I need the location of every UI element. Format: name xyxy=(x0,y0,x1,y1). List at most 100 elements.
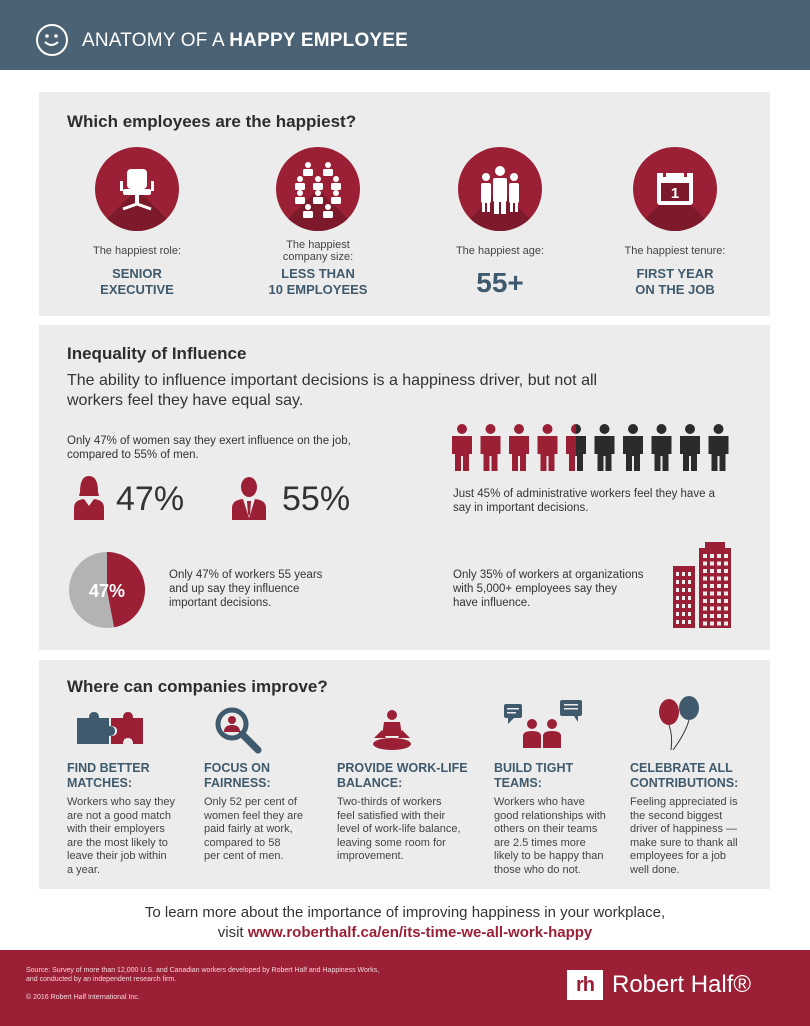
cta-line2: visit www.roberthalf.ca/en/its-time-we-a… xyxy=(0,924,810,941)
calendar-icon: 1 xyxy=(633,147,717,231)
calendar-day-number: 1 xyxy=(671,185,679,202)
admin-workers-chart xyxy=(452,424,729,471)
balloons-icon xyxy=(659,696,699,751)
improve-text-line: Feeling appreciated is xyxy=(630,796,738,808)
improve-title-line1: BUILD TIGHT xyxy=(494,761,574,775)
worker-figure xyxy=(452,424,472,471)
age-text-line2: and up say they influence xyxy=(169,583,300,595)
improve-text-line: a year. xyxy=(67,863,101,876)
improve-text-line: good relationships with xyxy=(494,809,606,822)
improve-text-line: employees for a job xyxy=(630,850,726,862)
admin-text-line2: say in important decisions. xyxy=(453,502,589,514)
org-text-line3: have influence. xyxy=(453,597,531,609)
role-caption: The happiest role: xyxy=(92,245,182,257)
office-chair-icon xyxy=(95,147,179,231)
improve-text-line: others on their teams xyxy=(494,823,598,835)
improve-text-line: the second biggest xyxy=(630,809,723,822)
role-value-line2: EXECUTIVE xyxy=(100,282,174,297)
gender-text-line2: compared to 55% of men. xyxy=(67,449,199,461)
header-bar: ANATOMY OF A HAPPY EMPLOYEE xyxy=(0,0,810,70)
improve-text-line: Workers who say they xyxy=(67,796,176,808)
women-percentage: 47% xyxy=(116,480,185,518)
campaign-link[interactable]: www.roberthalf.ca/en/its-time-we-all-wor… xyxy=(247,924,593,941)
robert-half-logo-text: Robert Half® xyxy=(612,971,752,998)
org-text-line1: Only 35% of workers at organizations xyxy=(453,569,644,581)
improve-text-line: are the most likely to xyxy=(67,836,168,849)
improve-title-line2: TEAMS: xyxy=(494,776,542,790)
page-title: ANATOMY OF A HAPPY EMPLOYEE xyxy=(82,30,408,52)
worker-figure xyxy=(566,424,586,471)
improve-title-line2: FAIRNESS: xyxy=(204,776,271,790)
man-icon xyxy=(232,477,266,520)
men-percentage: 55% xyxy=(282,480,351,518)
small-team-icon xyxy=(276,147,360,231)
improve-title-line1: CELEBRATE ALL xyxy=(630,761,733,775)
improve-text-line: feel satisfied with their xyxy=(337,809,446,822)
role-value-line1: SENIOR xyxy=(112,266,162,281)
improve-text-line: per cent of men. xyxy=(204,850,284,862)
org-text-line2: with 5,000+ employees say they xyxy=(453,583,617,595)
improve-text-line: those who do not. xyxy=(494,863,581,876)
worker-figure xyxy=(680,424,700,471)
people-group-icon xyxy=(458,147,542,231)
improve-title-line1: FIND BETTER xyxy=(67,761,150,775)
improve-text-line: leaving some room for xyxy=(337,836,446,849)
office-buildings-icon xyxy=(673,542,731,628)
improve-title-line1: FOCUS ON xyxy=(204,761,270,775)
size-value-line2: 10 EMPLOYEES xyxy=(268,282,368,297)
lead-line2: workers feel they have equal say. xyxy=(67,392,304,409)
improve-text-line: likely to be happy than xyxy=(494,850,604,862)
improve-text-line: with their employers xyxy=(67,823,165,835)
title-prefix: ANATOMY OF A xyxy=(82,30,230,51)
pie-label: 47% xyxy=(89,581,125,601)
improve-title-line2: MATCHES: xyxy=(67,776,133,790)
improve-text-line: Only 52 per cent of xyxy=(204,796,297,808)
improve-text-line: compared to 58 xyxy=(204,836,281,849)
copyright: © 2016 Robert Half International Inc. xyxy=(26,994,140,1001)
worker-figure xyxy=(509,424,529,471)
improve-heading: Where can companies improve? xyxy=(67,677,328,696)
worker-figure xyxy=(480,424,501,471)
worker-figure xyxy=(708,424,729,471)
influence-heading: Inequality of Influence xyxy=(67,344,247,363)
improve-panel xyxy=(39,660,770,889)
influence-lead: The ability to influence important decis… xyxy=(67,371,647,411)
source-note: Source: Survey of more than 12,000 U.S. … xyxy=(26,966,426,984)
age-value: 55+ xyxy=(476,267,524,298)
improve-text-line: paid fairly at work, xyxy=(204,823,293,835)
pie-influence-slice xyxy=(107,552,146,628)
magnifier-icon xyxy=(215,707,262,754)
puzzle-icon xyxy=(77,712,143,744)
improve-text-line: improvement. xyxy=(337,850,404,862)
improve-text-line: women feel they are xyxy=(204,809,304,822)
cta-line1: To learn more about the importance of im… xyxy=(144,904,666,921)
worker-figure xyxy=(623,424,643,471)
size-caption-line1: The happiest xyxy=(286,239,350,251)
meditation-icon xyxy=(373,710,411,750)
footer-bar: Source: Survey of more than 12,000 U.S. … xyxy=(0,950,810,1026)
robert-half-logo-mark: rh xyxy=(567,970,603,1000)
tenure-value-line1: FIRST YEAR xyxy=(636,266,714,281)
admin-text-line1: Just 45% of administrative workers feel … xyxy=(453,488,716,500)
lead-line1: The ability to influence important decis… xyxy=(67,372,598,389)
improve-text-line: are 2.5 times more xyxy=(494,836,586,849)
happiest-heading: Which employees are the happiest? xyxy=(67,112,357,131)
tenure-value-line2: ON THE JOB xyxy=(635,282,715,297)
worker-figure xyxy=(537,424,558,471)
age-text-line1: Only 47% of workers 55 years xyxy=(169,569,323,581)
improve-text-line: leave their job within xyxy=(67,850,167,862)
woman-icon xyxy=(74,476,104,520)
influence-panel xyxy=(39,325,770,650)
improve-title-line2: CONTRIBUTIONS: xyxy=(630,776,739,790)
age-text-line3: important decisions. xyxy=(169,597,272,609)
worker-figure xyxy=(594,424,615,471)
improve-text-line: Two-thirds of workers xyxy=(337,796,442,808)
title-emphasis: HAPPY EMPLOYEE xyxy=(229,30,409,51)
improve-text-line: are not a good match xyxy=(67,809,171,822)
size-value-line1: LESS THAN xyxy=(281,266,355,281)
improve-text-line: Workers who have xyxy=(494,796,585,808)
size-caption-line2: company size: xyxy=(282,251,354,263)
worker-figure xyxy=(651,424,672,471)
cta-visit: visit xyxy=(217,924,248,941)
improve-text-line: driver of happiness — xyxy=(630,823,737,835)
